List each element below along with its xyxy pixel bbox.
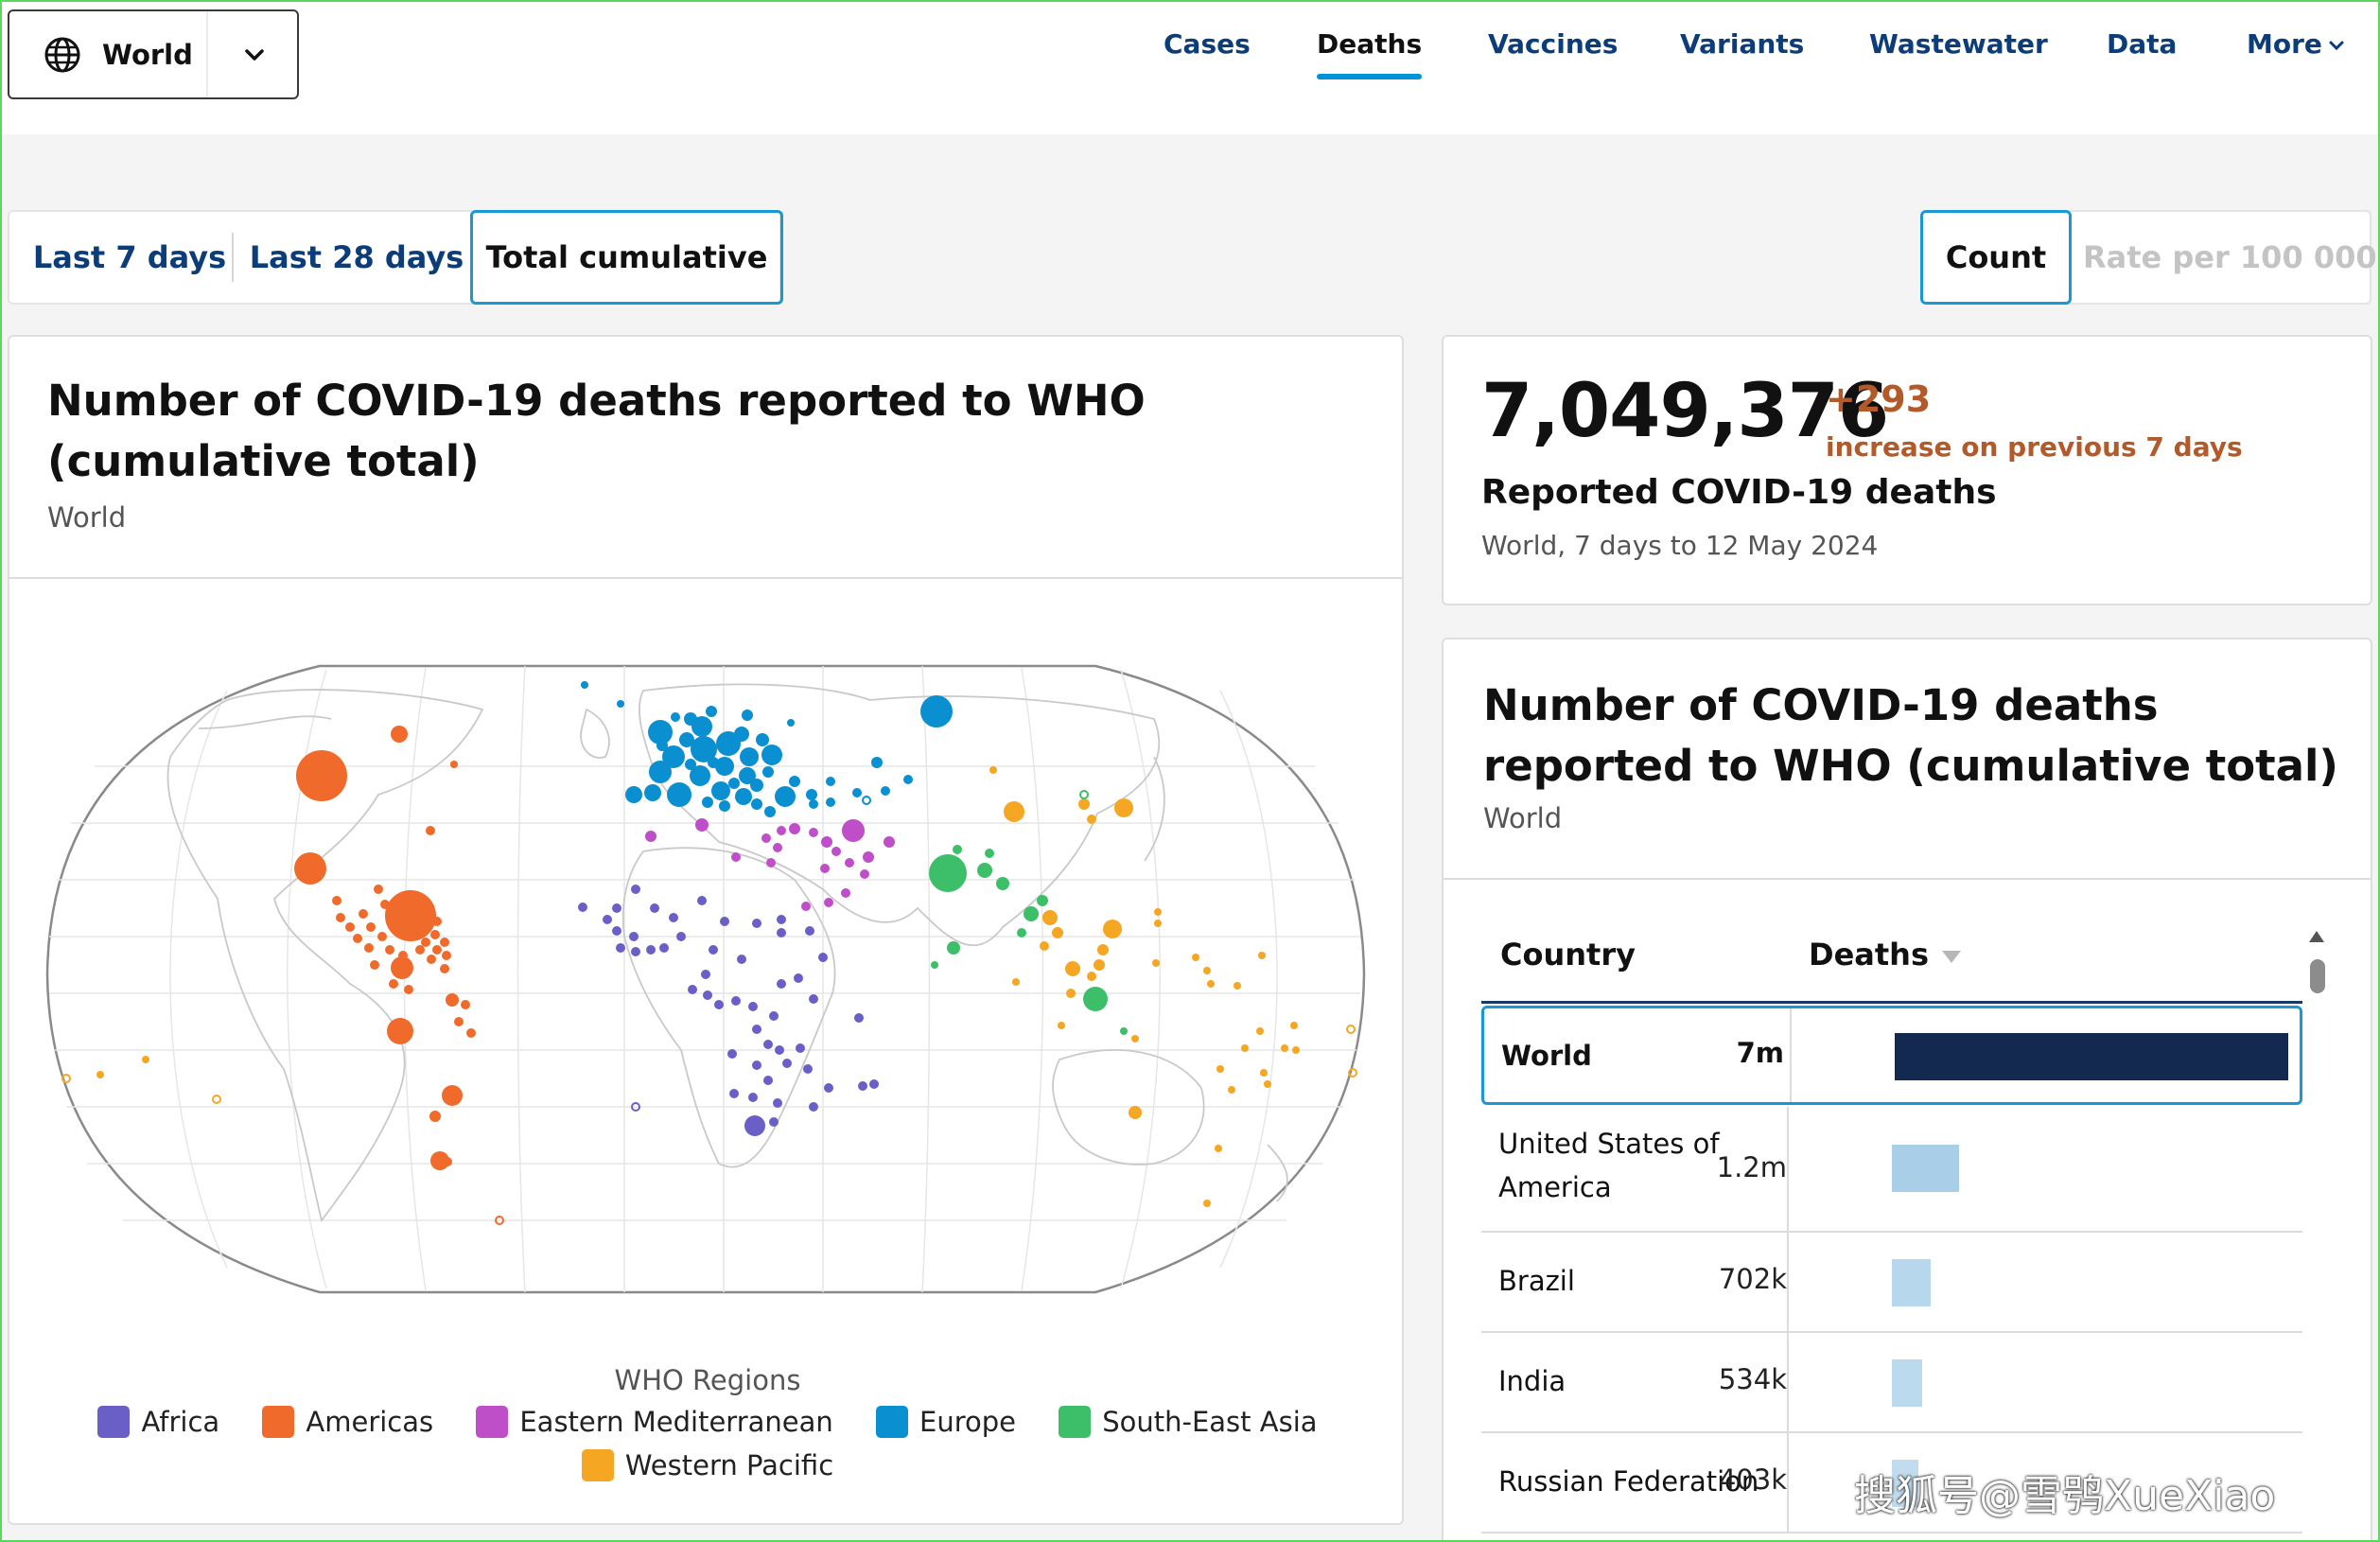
nav-data[interactable]: Data bbox=[2107, 28, 2178, 60]
legend-swatch bbox=[581, 1449, 614, 1481]
period-total-cumulative[interactable]: Total cumulative bbox=[470, 210, 783, 305]
bubbles-europe bbox=[581, 681, 953, 817]
column-header-country[interactable]: Country bbox=[1500, 937, 1636, 973]
deaths-value: 534k bbox=[1718, 1363, 1787, 1395]
period-last-28-days[interactable]: Last 28 days bbox=[249, 239, 464, 275]
country-name: India bbox=[1498, 1365, 1566, 1397]
table-row[interactable]: Brazil 702k bbox=[1481, 1233, 2302, 1333]
map-card-subtitle: World bbox=[47, 501, 127, 534]
period-selector: Last 7 days Last 28 days Total cumulativ… bbox=[8, 210, 783, 305]
legend-swatch bbox=[97, 1406, 131, 1438]
legend-item-europe[interactable]: Europe bbox=[876, 1406, 1016, 1438]
deaths-value: 403k bbox=[1718, 1463, 1787, 1496]
legend-row-2: Western Pacific bbox=[9, 1449, 1402, 1488]
watermark-text: 搜狐号@雪鸮XueXiao bbox=[1854, 1472, 2276, 1520]
deaths-bar bbox=[1892, 1460, 1918, 1507]
region-select-label: World bbox=[102, 38, 193, 71]
table-row[interactable]: India 534k bbox=[1481, 1333, 2302, 1433]
bubbles-eastern-mediterranean bbox=[645, 818, 895, 911]
bubbles-south-east-asia bbox=[929, 845, 1128, 1035]
column-divider bbox=[1787, 1233, 1789, 1331]
period-separator bbox=[232, 233, 234, 282]
legend-item-eastern-mediterranean[interactable]: Eastern Mediterranean bbox=[476, 1406, 833, 1438]
legend-swatch bbox=[876, 1406, 909, 1438]
sort-desc-icon bbox=[1941, 950, 1961, 963]
globe-icon bbox=[44, 37, 80, 72]
legend-title: WHO Regions bbox=[614, 1364, 801, 1396]
nav-wastewater[interactable]: Wastewater bbox=[1869, 28, 2048, 60]
deaths-bar bbox=[1892, 1145, 1959, 1192]
total-deaths-value: 7,049,376 bbox=[1481, 369, 1889, 454]
chevron-down-icon[interactable] bbox=[243, 45, 266, 64]
nav-vaccines[interactable]: Vaccines bbox=[1488, 28, 1619, 60]
summary-card bbox=[1442, 335, 2372, 605]
table-card-subtitle: World bbox=[1483, 802, 1563, 834]
nav-deaths[interactable]: Deaths bbox=[1317, 28, 1423, 85]
bubbles-americas bbox=[294, 726, 476, 1170]
weekly-delta-value: +293 bbox=[1826, 378, 1932, 420]
weekly-delta-text: increase on previous 7 days bbox=[1826, 431, 2243, 463]
table-row[interactable]: Russian Federation 403k bbox=[1481, 1433, 2302, 1533]
region-select[interactable]: World bbox=[8, 9, 299, 99]
summary-label: Reported COVID-19 deaths bbox=[1481, 473, 1997, 512]
deaths-value: 7m bbox=[1736, 1037, 1784, 1069]
measure-selector: Count Rate per 100 000 bbox=[1920, 210, 2377, 305]
measure-count[interactable]: Count bbox=[1920, 210, 2072, 305]
region-select-divider bbox=[206, 11, 208, 97]
world-bubble-map[interactable] bbox=[38, 653, 1372, 1315]
table-header-underline bbox=[1481, 1001, 2302, 1004]
table-row[interactable]: United States of America 1.2m bbox=[1481, 1107, 2302, 1233]
nav-active-underline bbox=[1317, 74, 1423, 79]
legend-swatch bbox=[262, 1406, 295, 1438]
deaths-bar bbox=[1895, 1033, 2288, 1080]
deaths-value: 702k bbox=[1718, 1263, 1787, 1295]
country-name: United States of America bbox=[1498, 1128, 1720, 1203]
table-row[interactable]: World 7m bbox=[1481, 1006, 2302, 1105]
legend-item-south-east-asia[interactable]: South-East Asia bbox=[1059, 1406, 1318, 1438]
period-last-7-days[interactable]: Last 7 days bbox=[32, 239, 227, 275]
map-card-title: Number of COVID-19 deaths reported to WH… bbox=[47, 376, 1146, 486]
bubbles-africa bbox=[578, 885, 879, 1136]
column-divider bbox=[1790, 1008, 1792, 1102]
country-name: World bbox=[1501, 1040, 1592, 1072]
column-header-deaths[interactable]: Deaths bbox=[1809, 937, 1961, 973]
country-name: Russian Federation bbox=[1498, 1465, 1759, 1498]
table-card-divider bbox=[1444, 878, 2371, 880]
summary-subtitle: World, 7 days to 12 May 2024 bbox=[1481, 530, 1879, 561]
legend-item-americas[interactable]: Americas bbox=[262, 1406, 433, 1438]
column-divider bbox=[1787, 1433, 1789, 1532]
column-divider bbox=[1787, 1333, 1789, 1431]
scrollbar-thumb[interactable] bbox=[2310, 959, 2325, 993]
legend-item-western-pacific[interactable]: Western Pacific bbox=[581, 1449, 833, 1481]
nav-more[interactable]: More bbox=[2247, 28, 2345, 85]
legend-row-1: Africa Americas Eastern Mediterranean Eu… bbox=[9, 1406, 1402, 1445]
country-name: Brazil bbox=[1498, 1265, 1575, 1297]
map-card-divider bbox=[9, 577, 1402, 579]
map-graticule bbox=[49, 665, 1360, 1293]
legend-swatch bbox=[476, 1406, 509, 1438]
legend-item-africa[interactable]: Africa bbox=[97, 1406, 219, 1438]
measure-rate[interactable]: Rate per 100 000 bbox=[2083, 239, 2377, 275]
land-outlines bbox=[166, 683, 1288, 1223]
deaths-bar bbox=[1892, 1259, 1931, 1306]
top-bar: World Cases Deaths Vaccines Variants Was… bbox=[0, 0, 2380, 134]
bubbles-western-pacific bbox=[96, 766, 1300, 1207]
scroll-up-icon[interactable] bbox=[2309, 931, 2324, 942]
deaths-bar bbox=[1892, 1359, 1922, 1407]
bubbles-hollow bbox=[61, 790, 1357, 1225]
legend-swatch bbox=[1059, 1406, 1092, 1438]
deaths-value: 1.2m bbox=[1716, 1151, 1787, 1183]
column-divider bbox=[1787, 1107, 1789, 1231]
chevron-down-icon bbox=[2329, 41, 2344, 51]
table-card-title: Number of COVID-19 deaths reported to WH… bbox=[1483, 680, 2338, 791]
nav-cases[interactable]: Cases bbox=[1164, 28, 1251, 60]
nav-variants[interactable]: Variants bbox=[1680, 28, 1805, 60]
